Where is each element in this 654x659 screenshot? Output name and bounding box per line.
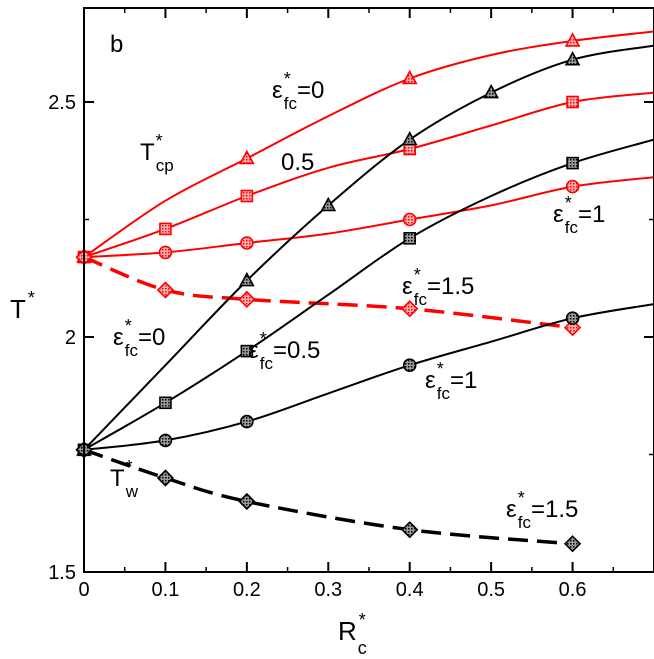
data-point-t_w-eps-1.5 xyxy=(156,469,175,487)
y-tick-label: 2 xyxy=(65,327,76,349)
panel-label: b xyxy=(110,31,123,58)
x-tick-label: 0.3 xyxy=(314,579,342,601)
data-point-t_cp-eps-0.5 xyxy=(240,189,254,203)
annotation-red-eps-0: ε* fc=0 xyxy=(272,69,324,113)
y-tick-label: 2.5 xyxy=(48,92,76,114)
data-point-t_cp-eps-0.5 xyxy=(159,222,172,236)
data-point-t_w-eps-1.5 xyxy=(401,521,419,539)
data-point-t_w-eps-1 xyxy=(402,358,417,373)
data-point-t_w-eps-1 xyxy=(240,414,254,429)
x-tick-label: 0.2 xyxy=(233,579,261,601)
data-point-t_w-eps-0.5 xyxy=(240,344,254,358)
data-point-t_cp-eps-1 xyxy=(240,236,254,250)
data-point-t_cp-eps-1 xyxy=(565,179,580,194)
annotation-red-eps-1: ε* fc=1 xyxy=(553,193,605,237)
series-line-t_w-eps-1.5 xyxy=(84,448,573,546)
data-point-t_cp-eps-1 xyxy=(402,212,417,227)
data-point-t_w-eps-1.5 xyxy=(563,535,582,553)
annotation-red-eps-1.5: ε* fc=1.5 xyxy=(402,265,474,309)
x-tick-label: 0 xyxy=(78,579,89,601)
tick-layer: 0 0.1 0.2 0.3 0.4 0.5 0.6 1.5 2 2.5 xyxy=(48,8,654,601)
marker-layer xyxy=(75,32,582,553)
data-point-t_w-eps-0 xyxy=(564,51,581,66)
data-point-t_cp-eps-0.5 xyxy=(566,95,579,109)
data-point-t_w-eps-1.5 xyxy=(238,492,256,511)
series-line-t_w-eps-1 xyxy=(84,303,654,451)
data-point-t_w-eps-0.5 xyxy=(159,396,172,410)
series-line-t_cp-eps-1 xyxy=(84,176,654,259)
series-line-t_cp-eps-0 xyxy=(84,30,654,258)
x-tick-label: 0.1 xyxy=(152,579,180,601)
y-axis-title: T * xyxy=(10,288,35,324)
data-point-t_cp-eps-0 xyxy=(564,32,581,47)
annotation-blk-eps-0.5: ε* fc=0.5 xyxy=(248,329,320,373)
series-layer xyxy=(84,30,654,546)
x-tick-label: 0.6 xyxy=(559,579,587,601)
data-point-t_w-eps-0.5 xyxy=(566,156,579,170)
data-point-t_w-eps-1 xyxy=(565,311,580,326)
annotation-red-eps-0.5: 0.5 xyxy=(281,149,314,176)
annotation-blk-eps-1.5: ε* fc=1.5 xyxy=(506,488,578,532)
x-tick-label: 0.5 xyxy=(477,579,505,601)
data-point-t_w-eps-0 xyxy=(483,83,499,99)
series-line-t_cp-eps-1.5 xyxy=(84,255,573,330)
data-point-t_cp-eps-1.5 xyxy=(156,281,175,299)
data-point-t_w-eps-0 xyxy=(401,130,418,146)
y-tick-label: 1.5 xyxy=(48,562,76,584)
data-point-t_w-eps-0.5 xyxy=(403,232,417,245)
annotation-blk-eps-1: ε* fc=1 xyxy=(425,359,477,403)
data-point-t_cp-eps-1.5 xyxy=(401,300,419,318)
data-point-t_w-eps-0 xyxy=(320,196,337,212)
data-point-t_cp-eps-1.5 xyxy=(238,290,256,309)
data-point-t_cp-eps-0 xyxy=(239,149,255,165)
x-axis-title: R * c xyxy=(338,610,367,658)
x-tick-label: 0.4 xyxy=(396,579,424,601)
series-line-t_cp-eps-0.5 xyxy=(84,91,654,259)
annotation-blk-eps-0: ε* fc=0 xyxy=(113,316,165,360)
data-point-t_w-eps-0 xyxy=(239,271,255,287)
data-point-t_cp-eps-1 xyxy=(158,245,173,260)
data-point-t_cp-eps-0 xyxy=(401,69,418,85)
data-point-t_w-eps-1 xyxy=(158,433,173,448)
annotation-tw-label: T* w xyxy=(110,457,139,501)
series-line-t_w-eps-0 xyxy=(84,44,654,451)
annotation-tcp-label: T* cp xyxy=(140,131,174,175)
series-line-t_w-eps-0.5 xyxy=(84,138,654,451)
